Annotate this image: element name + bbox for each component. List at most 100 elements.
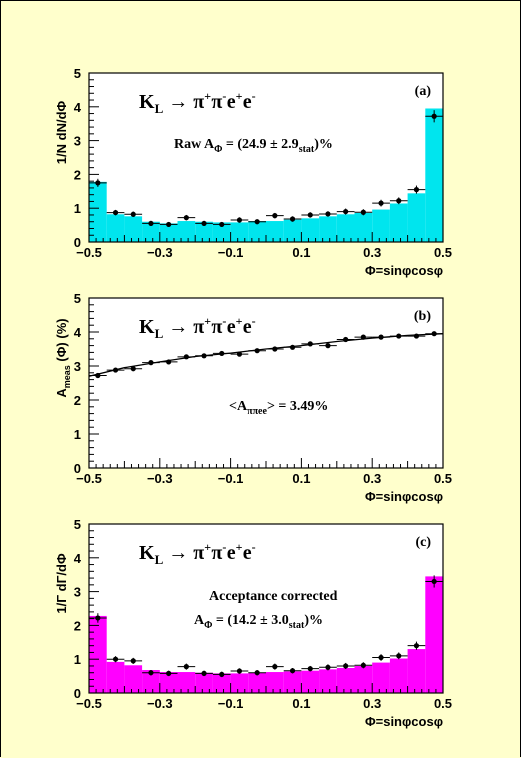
data-point (184, 664, 189, 669)
x-tick-label: −0.1 (218, 471, 244, 486)
histogram-bar (355, 666, 373, 693)
data-point (361, 663, 366, 668)
data-point (396, 333, 401, 338)
process-charge: + (204, 314, 211, 328)
x-tick-label: 0.1 (292, 696, 310, 711)
x-tick-label: −0.5 (76, 696, 102, 711)
y-axis-title: 1/N dN/dΦ (54, 100, 69, 164)
y-tick-label: 5 (74, 66, 81, 81)
histogram-bar (372, 210, 390, 242)
x-axis-title: Φ=sinφcosφ (365, 489, 443, 504)
histogram-bar (390, 659, 408, 693)
process-particle: π (193, 542, 204, 564)
annotation-text: = (24.9 ± 2.9 (222, 137, 298, 152)
y-tick-label: 1 (74, 201, 81, 216)
process-particle: e (227, 542, 236, 564)
process-charge: + (204, 540, 211, 554)
data-point (378, 201, 383, 206)
data-point (113, 210, 118, 215)
data-point (361, 210, 366, 215)
process-particle: π (193, 91, 204, 113)
data-point (308, 341, 313, 346)
histogram-bar (408, 193, 426, 242)
histogram-bar (284, 220, 302, 242)
y-tick-label: 3 (74, 359, 81, 374)
annotation-text: )% (314, 137, 333, 152)
y-tick-label: 3 (74, 134, 81, 149)
data-point (113, 367, 118, 372)
data-point (272, 346, 277, 351)
data-point (396, 653, 401, 658)
histogram-bar (301, 671, 319, 693)
data-point (237, 668, 242, 673)
data-point (361, 335, 366, 340)
data-point (131, 212, 136, 217)
data-point (148, 360, 153, 365)
histogram-bar (178, 221, 196, 242)
x-axis-title: Φ=sinφcosφ (365, 263, 443, 278)
y-tick-label: 1 (74, 427, 81, 442)
data-point (414, 187, 419, 192)
y-axis-title-sub: meas (62, 365, 72, 388)
data-point (184, 354, 189, 359)
y-axis-title: 1/Γ dΓ/dΦ (54, 553, 69, 614)
data-point (290, 668, 295, 673)
data-point (95, 373, 100, 378)
process-particle: π (211, 91, 222, 113)
y-tick-label: 3 (74, 585, 81, 600)
process-charge: + (236, 540, 243, 554)
annotation-sub: Φ (214, 144, 222, 155)
x-tick-label: 0.1 (292, 245, 310, 260)
data-point (201, 221, 206, 226)
x-tick-label: 0.3 (363, 696, 381, 711)
process-kaon-sub: L (155, 326, 164, 341)
data-point (432, 331, 437, 336)
annotation-text: > = 3.49% (267, 399, 328, 414)
annotation-text: Acceptance corrected (209, 589, 338, 604)
x-tick-label: −0.5 (76, 245, 102, 260)
x-tick-label: −0.1 (218, 696, 244, 711)
histogram-bar (284, 671, 302, 693)
data-point (166, 222, 171, 227)
data-point (148, 670, 153, 675)
process-particle: e (227, 316, 236, 338)
histogram-bar (107, 662, 125, 693)
data-point (201, 353, 206, 358)
x-tick-label: 0.5 (434, 696, 452, 711)
data-point (308, 666, 313, 671)
x-tick-label: −0.5 (76, 471, 102, 486)
process-kaon: K (139, 316, 155, 338)
annotation-sub: Φ (204, 620, 212, 631)
histogram-bar (124, 216, 142, 242)
x-tick-label: 0.3 (363, 471, 381, 486)
process-arrow: → (163, 542, 193, 564)
panel-label: (b) (414, 309, 431, 324)
process-charge: - (252, 89, 256, 103)
histogram-bar (231, 222, 249, 242)
data-point (113, 657, 118, 662)
histogram-bar (425, 108, 443, 242)
data-point (414, 643, 419, 648)
process-kaon-sub: L (155, 552, 164, 567)
histogram-bar (89, 616, 107, 693)
histogram-bar (355, 213, 373, 242)
annotation-text: = (14.2 ± 3.0 (212, 613, 288, 628)
data-point (290, 345, 295, 350)
data-point (378, 655, 383, 660)
data-point (290, 216, 295, 221)
y-tick-label: 2 (74, 393, 81, 408)
histogram-bar (266, 221, 284, 242)
histogram-bar (319, 669, 337, 693)
data-point (237, 352, 242, 357)
data-point (131, 366, 136, 371)
annotation-line: Acceptance corrected (209, 589, 338, 604)
histogram-bar (231, 673, 249, 693)
panel-label: (c) (415, 535, 431, 550)
histogram-bar (425, 576, 443, 693)
histogram-bar (408, 649, 426, 693)
process-particle: e (227, 91, 236, 113)
data-point (201, 671, 206, 676)
